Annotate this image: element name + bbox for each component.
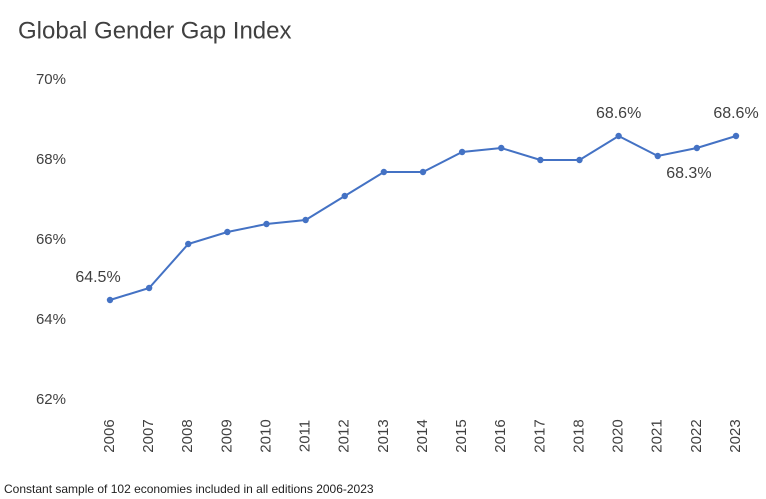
footnote: Constant sample of 102 economies include…: [4, 482, 374, 496]
x-tick-label: 2012: [336, 419, 353, 452]
point: [106, 296, 114, 304]
data-label: 68.6%: [713, 105, 758, 122]
point: [537, 156, 544, 164]
point: [576, 156, 583, 164]
data-label: 68.6%: [596, 105, 641, 122]
x-tick-label: 2018: [570, 419, 587, 452]
x-tick-label: 2016: [492, 419, 509, 452]
point: [615, 132, 622, 140]
x-tick-label: 2009: [218, 419, 235, 452]
x-tick-label: 2020: [610, 419, 627, 452]
x-tick-label: 2013: [375, 419, 392, 452]
chart-title: Global Gender Gap Index: [18, 17, 292, 44]
point: [341, 192, 348, 200]
x-tick-label: 2007: [140, 419, 157, 452]
point: [145, 284, 153, 292]
point: [302, 216, 309, 224]
x-tick-label: 2015: [453, 419, 470, 452]
y-tick-label: 62%: [36, 391, 66, 408]
point: [263, 220, 270, 228]
point: [380, 168, 388, 176]
x-tick-label: 2023: [727, 419, 744, 452]
point: [458, 148, 466, 156]
y-tick-label: 64%: [36, 311, 66, 328]
x-tick-label: 2006: [101, 419, 118, 452]
point: [732, 132, 740, 140]
point: [419, 168, 427, 176]
x-tick-label: 2017: [531, 419, 548, 452]
x-tick-label: 2014: [414, 419, 431, 452]
x-tick-label: 2022: [688, 419, 705, 452]
x-tick-label: 2021: [649, 419, 666, 452]
point: [185, 240, 192, 248]
x-tick-label: 2011: [297, 420, 314, 452]
data-label: 68.3%: [666, 165, 711, 182]
line: [109, 134, 737, 301]
y-tick-label: 68%: [36, 151, 66, 168]
y-tick-label: 66%: [36, 231, 66, 248]
point: [693, 144, 701, 152]
x-tick-label: 2008: [179, 419, 196, 452]
x-tick-label: 2010: [257, 419, 274, 452]
point: [498, 144, 505, 152]
point: [224, 228, 231, 236]
point: [654, 152, 661, 160]
data-label: 64.5%: [75, 269, 120, 286]
y-tick-label: 70%: [36, 71, 66, 88]
